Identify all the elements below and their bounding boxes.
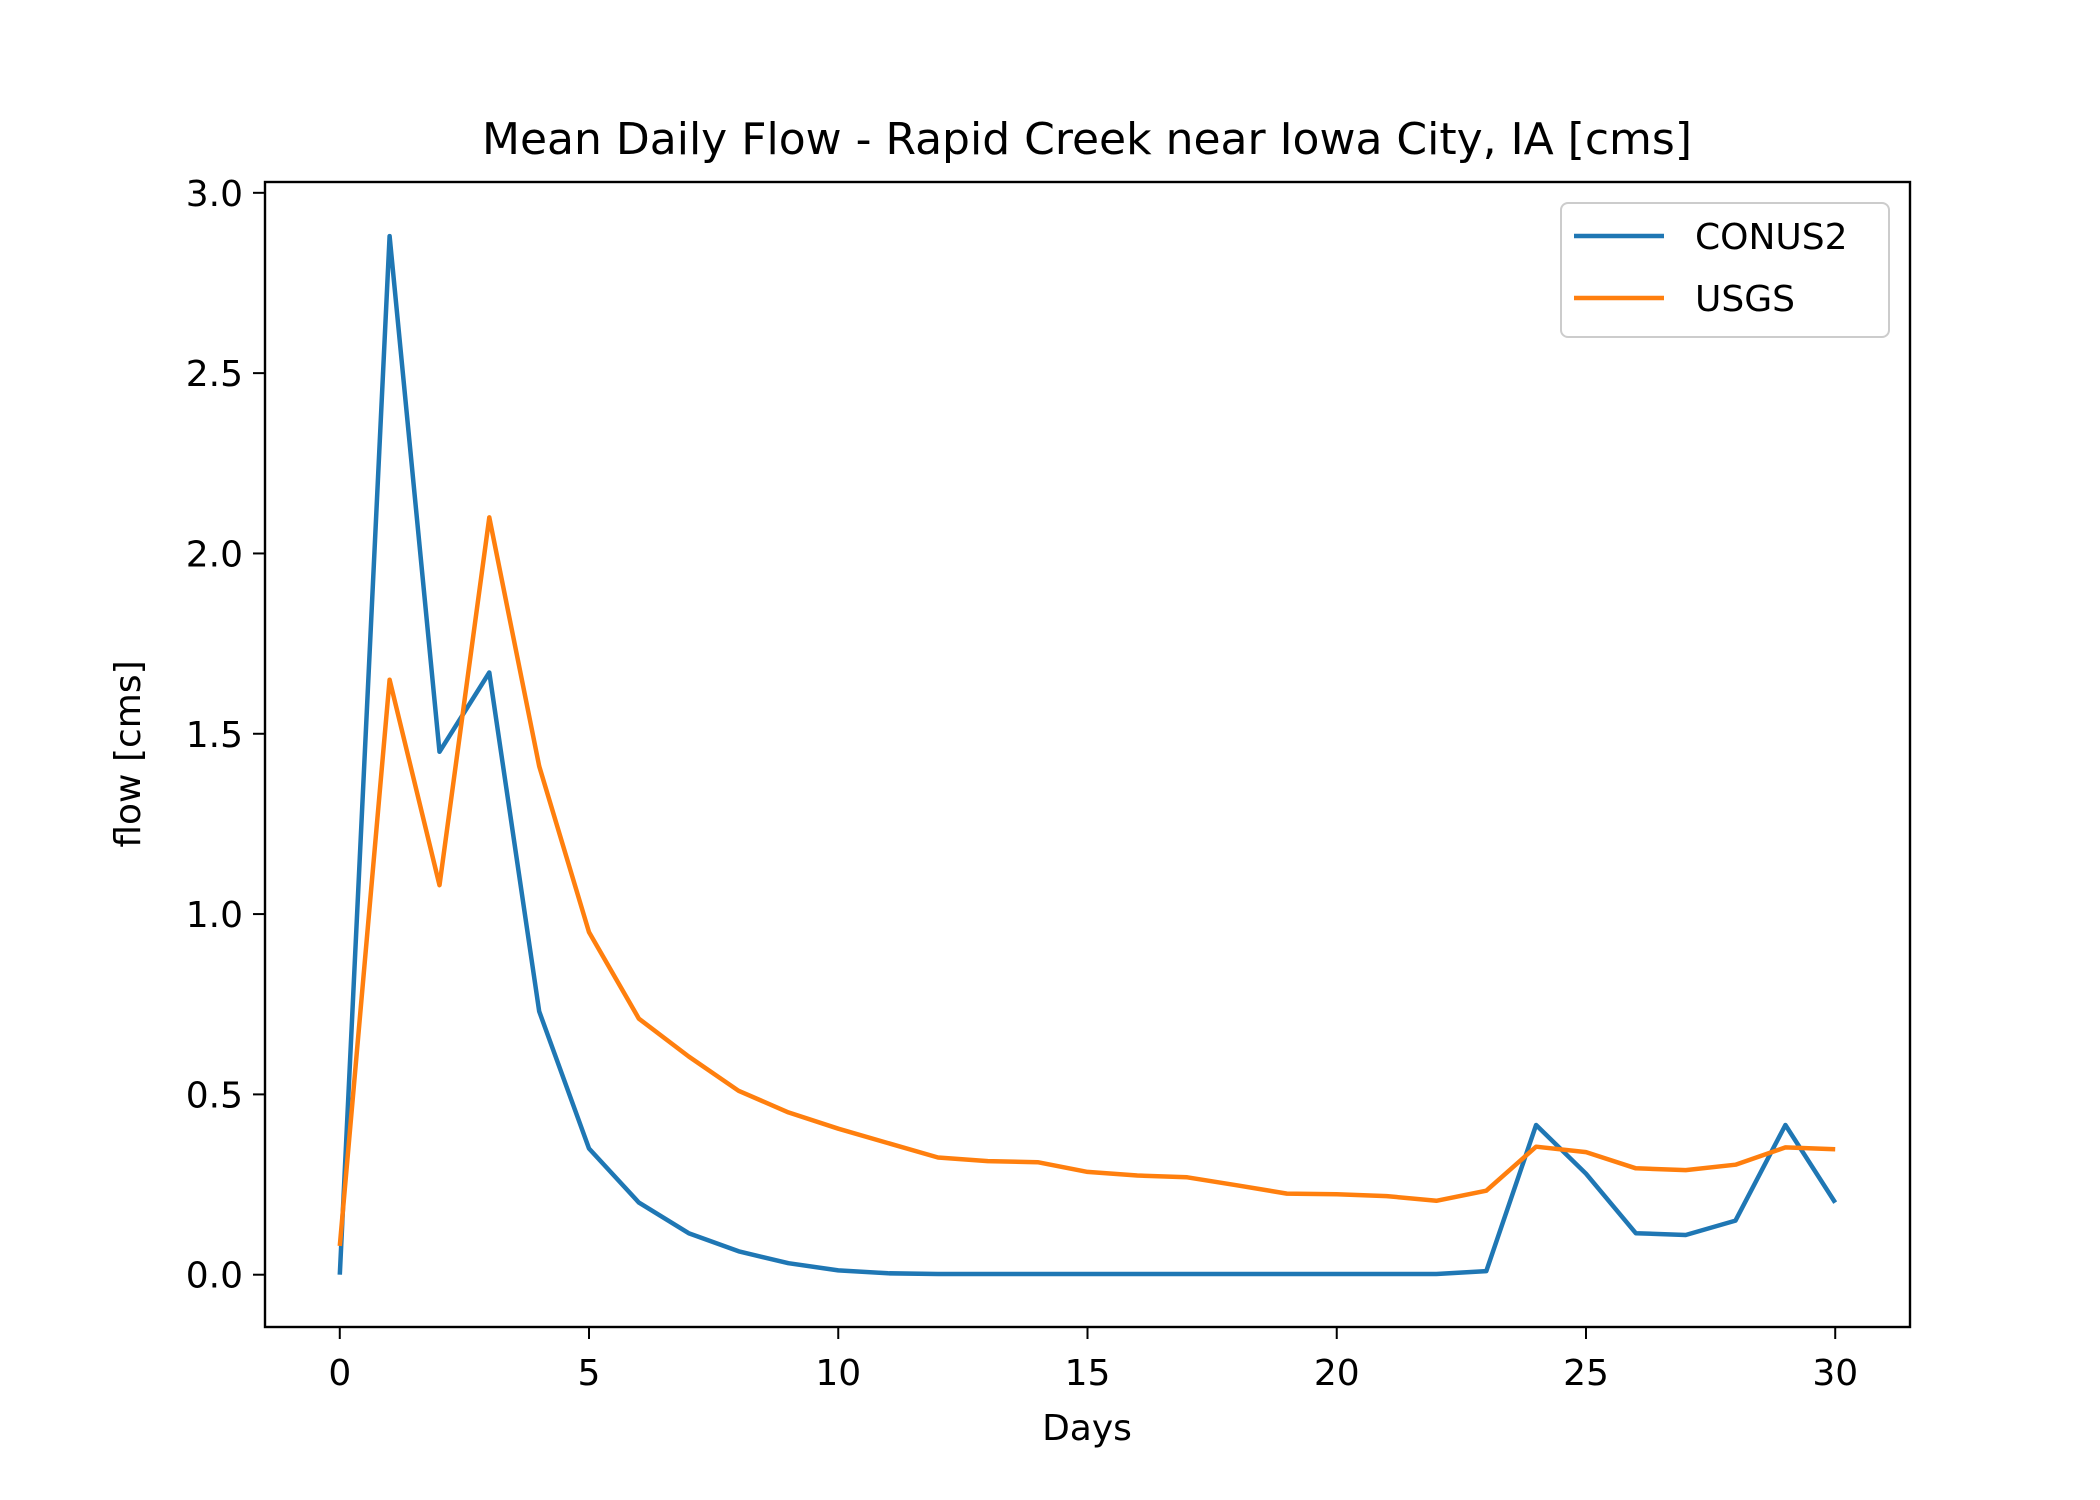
y-tick-label: 2.5 xyxy=(186,354,243,395)
x-tick-label: 20 xyxy=(1314,1353,1360,1394)
series-line-usgs xyxy=(337,515,1836,1247)
chart-title: Mean Daily Flow - Rapid Creek near Iowa … xyxy=(482,114,1692,165)
y-tick-label: 2.0 xyxy=(186,534,243,575)
y-tick-label: 0.0 xyxy=(186,1256,243,1297)
y-tick-label: 1.0 xyxy=(186,895,243,936)
y-tick-label: 1.5 xyxy=(186,715,243,756)
y-tick-label: 3.0 xyxy=(186,174,243,215)
y-axis-label: flow [cms] xyxy=(108,660,149,847)
series-line-conus2 xyxy=(337,233,1838,1277)
y-tick-label: 0.5 xyxy=(186,1075,243,1116)
x-tick-label: 5 xyxy=(578,1353,601,1394)
x-axis: 0 5 10 15 20 25 30 xyxy=(328,1327,1858,1394)
legend-label-conus2: CONUS2 xyxy=(1695,217,1848,258)
x-tick-label: 0 xyxy=(328,1353,351,1394)
x-tick-label: 15 xyxy=(1065,1353,1111,1394)
x-tick-label: 25 xyxy=(1563,1353,1609,1394)
x-axis-label: Days xyxy=(1042,1408,1132,1449)
legend: CONUS2 USGS xyxy=(1560,202,1890,338)
legend-label-usgs: USGS xyxy=(1695,279,1795,320)
y-axis: 0.0 0.5 1.0 1.5 2.0 2.5 3.0 xyxy=(186,174,265,1297)
x-tick-label: 30 xyxy=(1812,1353,1858,1394)
x-tick-label: 10 xyxy=(815,1353,861,1394)
series-layer xyxy=(337,233,1838,1277)
